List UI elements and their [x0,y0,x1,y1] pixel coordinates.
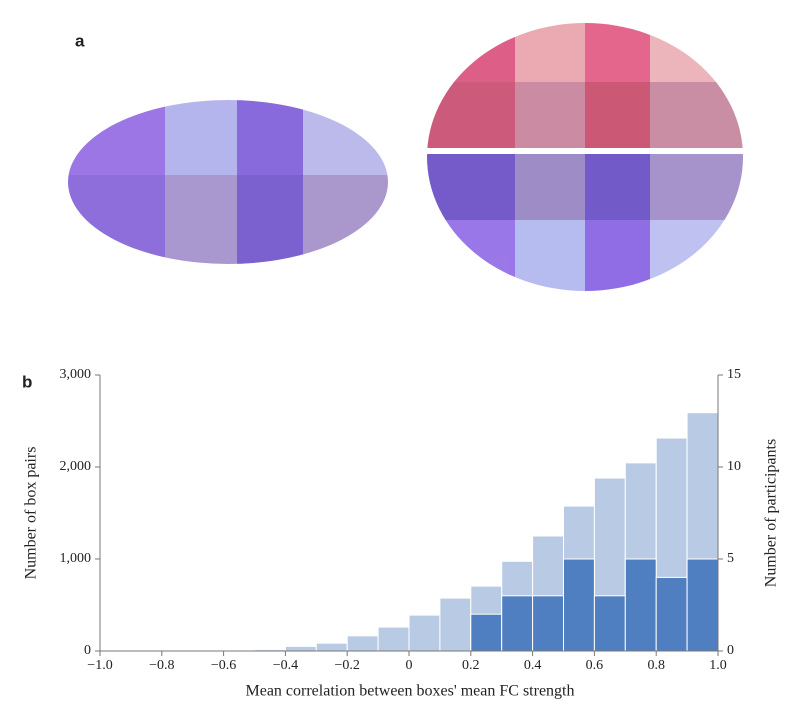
x-tick-label: 0.4 [524,658,542,673]
brain-side-view [68,100,388,264]
x-tick-label: 0 [406,658,413,673]
x-tick-label: −1.0 [87,658,112,673]
bar [470,613,503,652]
panel-label: a [75,31,85,50]
bar [501,595,534,652]
y-tick-label: 0 [84,643,91,658]
x-tick-label: −0.8 [149,658,174,673]
y2-axis-label: Number of participants [763,439,780,587]
x-tick-label: 0.6 [586,658,604,673]
bar [284,645,317,652]
bar [377,626,410,652]
bar [624,558,657,652]
bar [593,595,626,652]
y2-tick-label: 10 [727,459,741,474]
y2-tick-label: 5 [727,551,734,566]
y2-tick-label: 0 [727,643,734,658]
panel-label: b [22,372,32,391]
y-tick-label: 1,000 [60,551,92,566]
bar [315,642,348,652]
x-tick-label: −0.6 [211,658,236,673]
bar [346,635,379,652]
bar [655,576,688,652]
y2-tick-label: 15 [727,367,741,382]
x-tick-label: 0.2 [462,658,480,673]
bar [532,595,564,652]
x-tick-label: 1.0 [709,658,727,673]
bar [439,597,472,652]
bar [686,558,719,652]
x-tick-label: −0.4 [273,658,298,673]
y-tick-label: 3,000 [60,367,92,382]
bar [563,558,595,652]
x-tick-label: 0.8 [647,658,665,673]
bar [408,614,441,652]
y-tick-label: 2,000 [60,459,92,474]
x-tick-label: −0.2 [334,658,359,673]
x-axis-label: Mean correlation between boxes' mean FC … [245,683,574,700]
brain-top-view [427,23,743,291]
y-axis-label: Number of box pairs [23,447,40,580]
